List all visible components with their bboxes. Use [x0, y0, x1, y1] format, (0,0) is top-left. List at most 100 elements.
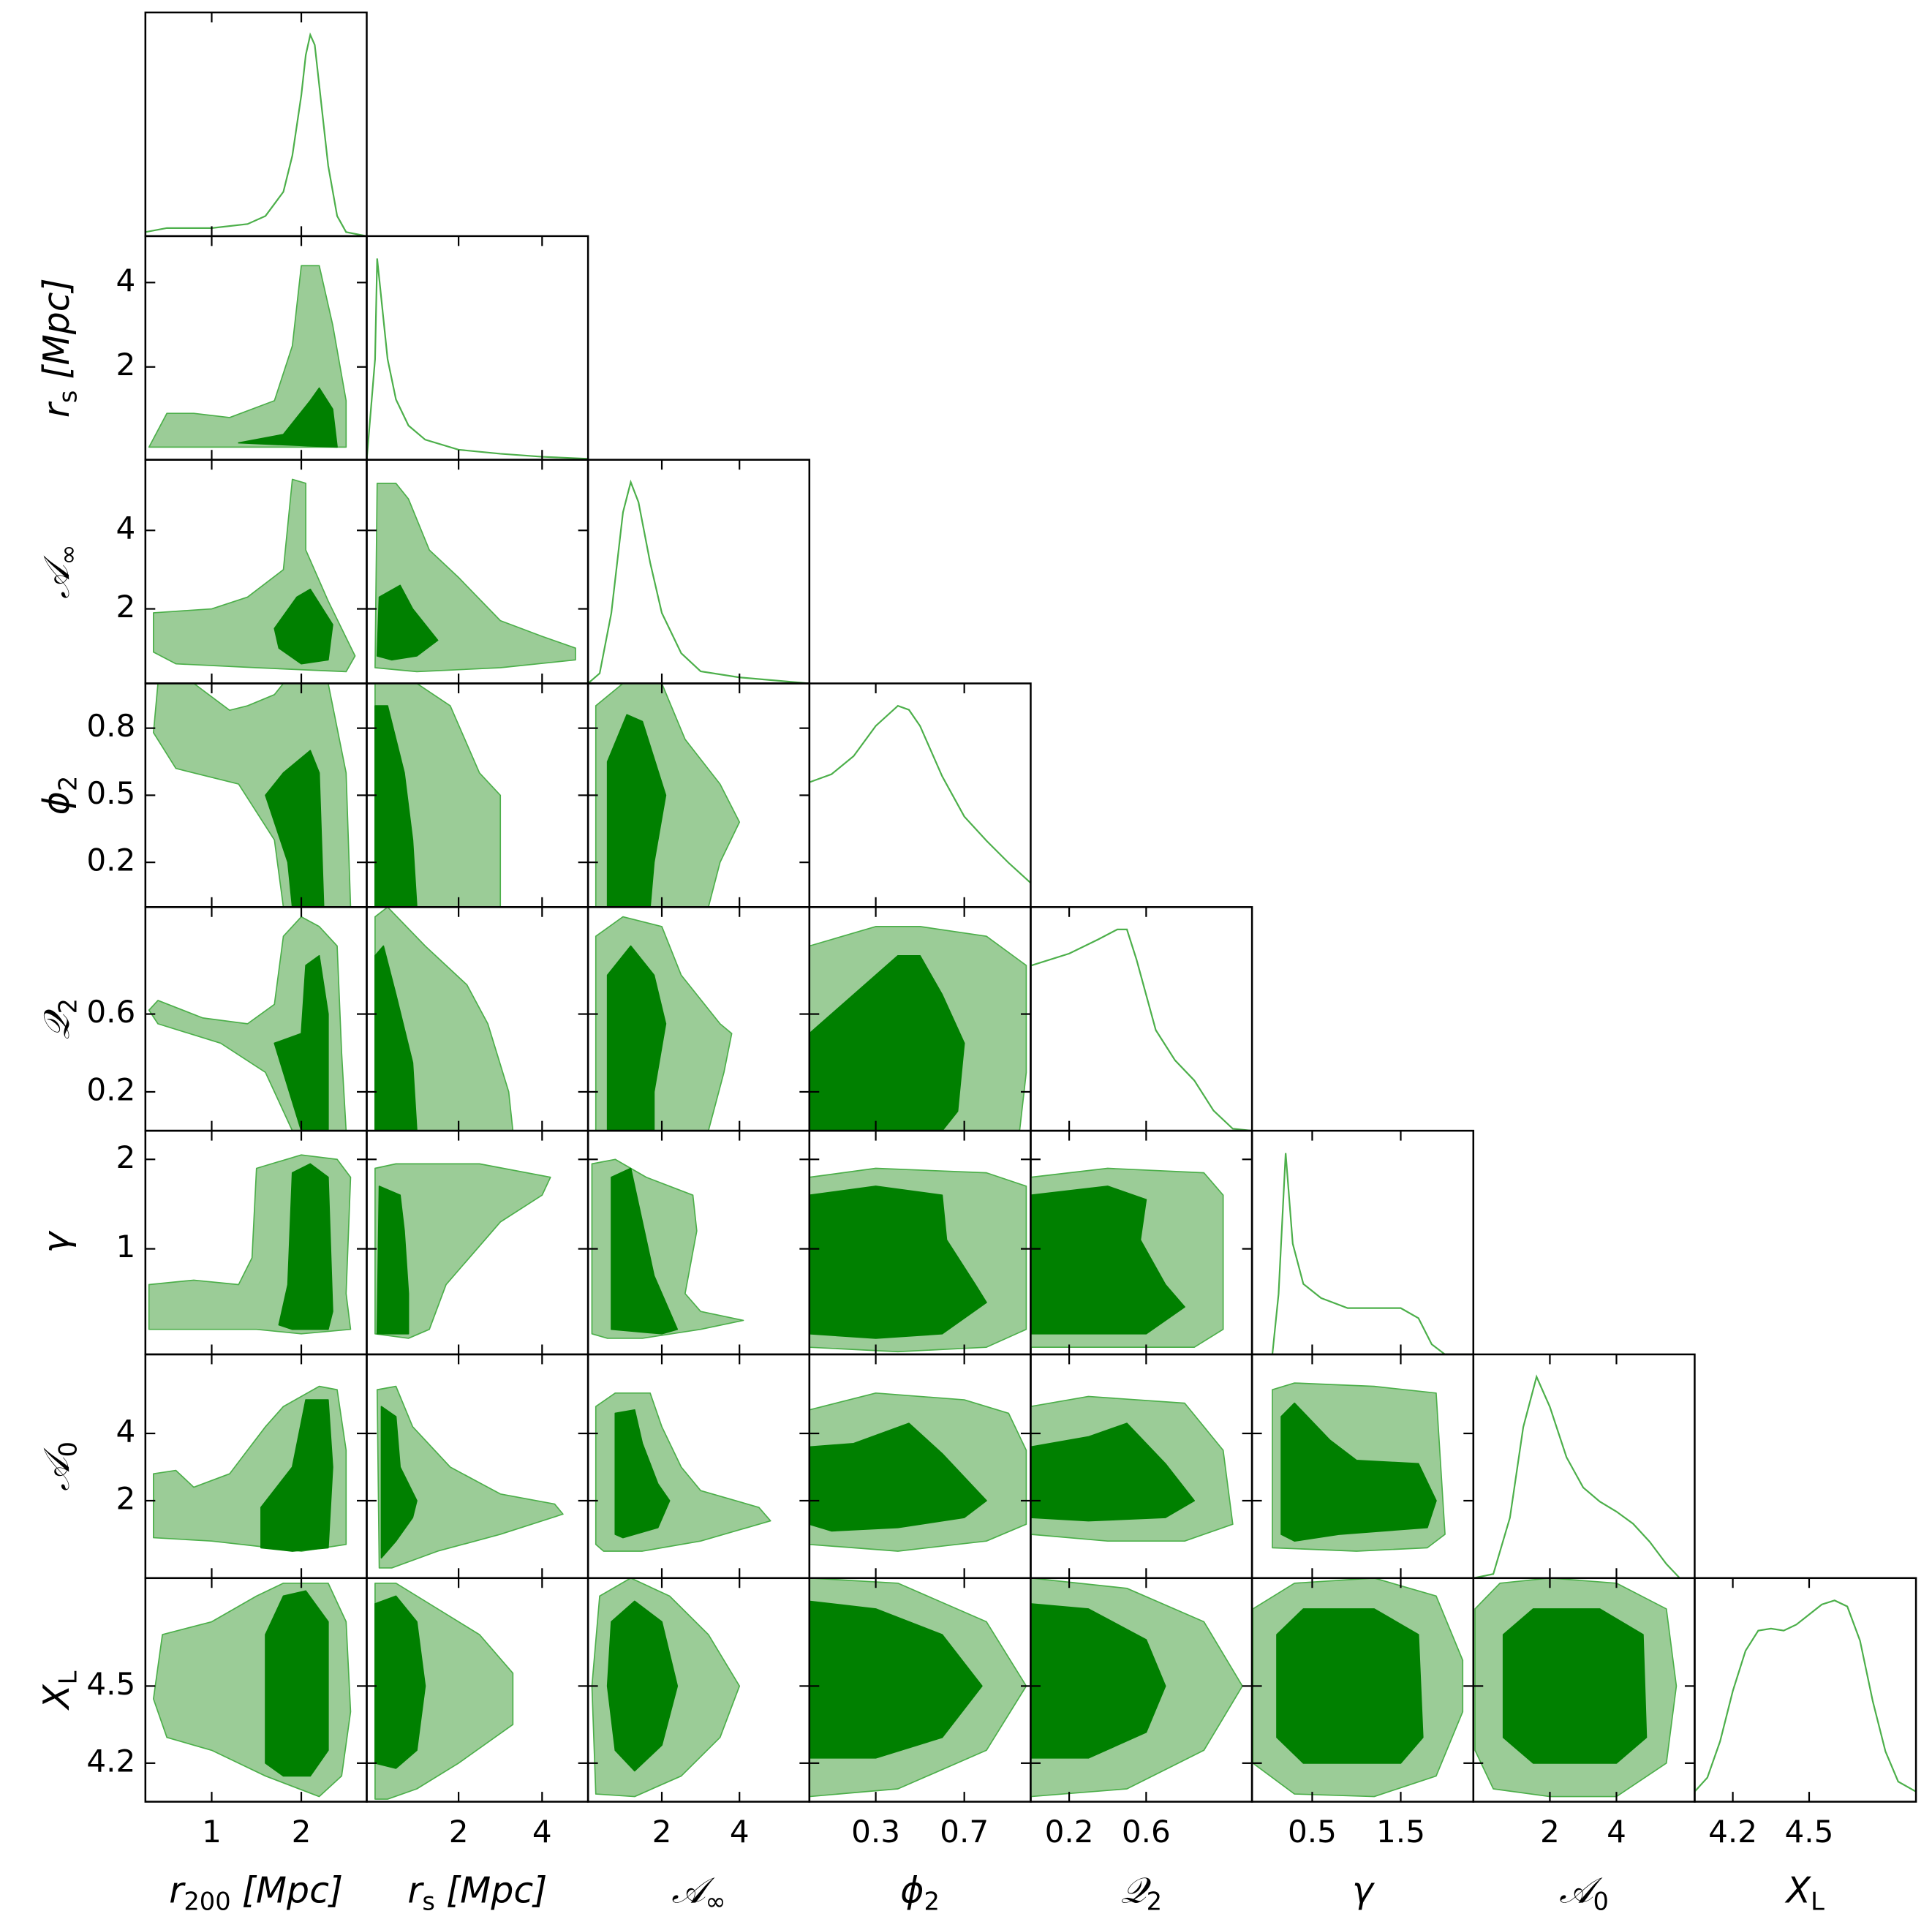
x-tick-label: 0.6: [1122, 1814, 1171, 1850]
axis-label: ϕ2: [900, 1869, 940, 1915]
x-tick-label: 4.5: [1785, 1814, 1834, 1850]
label-subscript: s: [422, 1887, 435, 1915]
panel: [595, 916, 733, 1131]
x-tick-label: 0.5: [1288, 1814, 1337, 1850]
label-symbol: γ: [36, 1229, 78, 1253]
axis-label: 𝒜0: [1559, 1869, 1609, 1915]
panel: [1473, 1374, 1695, 1578]
inner-contour: [1280, 1402, 1437, 1542]
panel: [1474, 1577, 1678, 1798]
label-subscript: 200: [184, 1887, 230, 1915]
label-subscript: 0: [1593, 1887, 1609, 1915]
panel: [374, 483, 576, 673]
inner-contour: [809, 954, 965, 1131]
inner-contour: [374, 1595, 426, 1769]
label-subscript: 0: [53, 1441, 82, 1457]
x-tick-label: 1.5: [1376, 1814, 1425, 1850]
y-tick-label: 2: [116, 1480, 136, 1516]
y-tick-label: 1: [116, 1229, 136, 1264]
panel: [809, 1167, 1027, 1353]
inner-contour: [1030, 1185, 1185, 1335]
axis-label: rs [Mpc]: [36, 278, 82, 418]
panel-frame: [1472, 1353, 1696, 1580]
x-tick-label: 2: [1540, 1814, 1560, 1850]
panel: [374, 907, 514, 1131]
panel: [153, 683, 352, 908]
x-tick-label: 4: [1607, 1814, 1626, 1850]
label-subscript: 2: [924, 1887, 940, 1915]
panel: [1252, 1153, 1473, 1354]
label-subscript: 2: [53, 776, 82, 791]
panel-frame: [1030, 906, 1253, 1132]
inner-contour: [265, 1590, 329, 1777]
axis-label: 𝒬2: [1121, 1869, 1163, 1915]
label-subscript: s: [53, 391, 82, 404]
label-symbol: 𝒬: [36, 1009, 78, 1039]
panel: [809, 926, 1027, 1131]
x-tick-label: 4: [730, 1814, 750, 1850]
axis-label: rs [Mpc]: [407, 1869, 547, 1915]
panel-frame: [366, 235, 589, 461]
panel: [1030, 1167, 1224, 1348]
inner-contour: [1030, 1603, 1166, 1759]
panel: [153, 1385, 347, 1552]
inner-contour: [1502, 1608, 1648, 1764]
label-symbol: r: [169, 1869, 186, 1911]
inner-contour: [809, 1185, 987, 1339]
label-unit: [Mpc]: [36, 278, 78, 379]
inner-contour: [614, 1409, 671, 1539]
y-tick-label: 0.8: [86, 708, 135, 744]
label-symbol: r: [407, 1869, 424, 1911]
outer-contour: [374, 1163, 551, 1339]
label-symbol: X: [1784, 1869, 1812, 1911]
axis-label: 𝒬2: [36, 998, 82, 1040]
x-tick-label: 4: [532, 1814, 552, 1850]
panel: [595, 1392, 771, 1552]
y-tick-label: 0.6: [86, 994, 135, 1030]
label-symbol: r: [36, 401, 78, 418]
panel: [374, 1582, 514, 1800]
panel: [591, 1577, 741, 1798]
panel: [153, 1582, 352, 1798]
inner-contour: [376, 1185, 410, 1335]
panel: [809, 1577, 1027, 1798]
inner-contour: [374, 705, 418, 908]
panel: [1030, 928, 1253, 1131]
panel: [366, 258, 589, 460]
marginal-curve: [366, 258, 589, 460]
inner-contour: [273, 954, 329, 1131]
panel: [1030, 1577, 1243, 1798]
y-tick-label: 2: [116, 347, 136, 382]
panel: [376, 1385, 564, 1569]
panel: [1252, 1577, 1464, 1798]
panel: [148, 265, 347, 448]
axis-label: γ: [1352, 1869, 1376, 1911]
y-tick-label: 4: [116, 1414, 136, 1450]
panel-frame: [1694, 1577, 1917, 1803]
label-symbol: ϕ: [36, 791, 78, 815]
axis-label: 𝒜∞: [671, 1869, 725, 1915]
marginal-curve: [1030, 928, 1253, 1131]
y-tick-label: 0.2: [86, 843, 135, 878]
panel: [145, 32, 367, 236]
marginal-curve: [588, 479, 810, 684]
inner-contour: [273, 588, 333, 665]
y-tick-label: 4.2: [86, 1743, 135, 1779]
y-tick-label: 4: [116, 510, 136, 546]
label-unit: [Mpc]: [446, 1869, 547, 1911]
axis-label: XL: [1784, 1869, 1825, 1915]
label-subscript: L: [53, 1670, 82, 1684]
label-unit: [Mpc]: [242, 1869, 343, 1911]
inner-contour: [611, 1167, 679, 1335]
y-tick-label: 0.2: [86, 1071, 135, 1107]
panel: [374, 1163, 551, 1339]
panel: [1030, 1395, 1234, 1542]
inner-contour: [606, 1600, 679, 1772]
x-tick-label: 2: [449, 1814, 469, 1850]
panel: [809, 1392, 1027, 1552]
marginal-curve: [1694, 1599, 1917, 1793]
x-tick-label: 2: [292, 1814, 312, 1850]
panel: [1694, 1599, 1917, 1793]
x-tick-label: 0.3: [851, 1814, 900, 1850]
